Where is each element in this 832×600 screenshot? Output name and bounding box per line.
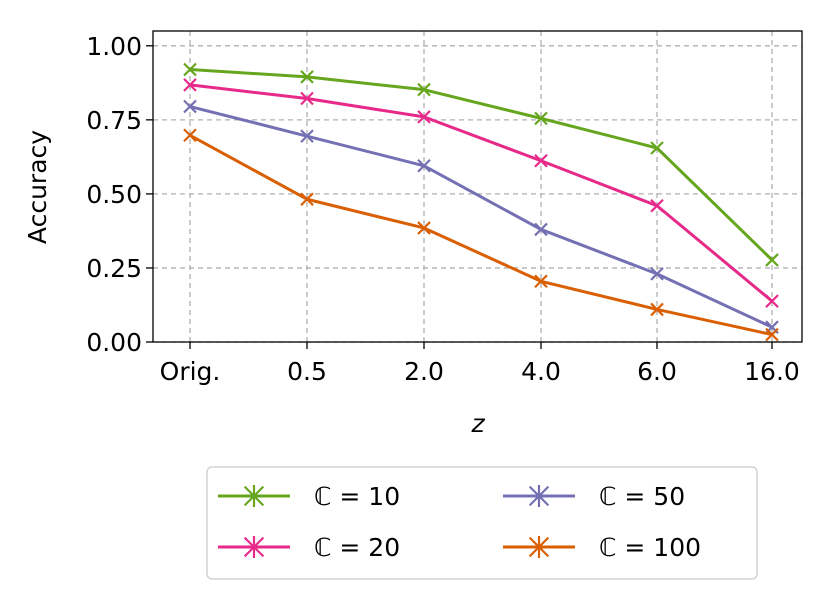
tick-labels: Orig. 0.5 2.0 4.0 6.0 16.0 0.00 0.25 0.50 0.75 1.0… <box>86 32 800 386</box>
series-1 <box>183 62 779 267</box>
x-axis-label: z <box>470 409 485 438</box>
y-axis-label: Accuracy <box>23 130 52 244</box>
legend-item: ℂ = 20 <box>218 533 400 562</box>
legend-marker <box>528 536 550 558</box>
series-2 <box>183 78 779 308</box>
legend-item: ℂ = 10 <box>218 482 400 511</box>
x-tick-label: 16.0 <box>744 357 800 386</box>
data-point <box>183 78 197 92</box>
data-point <box>417 158 431 173</box>
series-line <box>189 105 773 329</box>
data-point <box>765 253 779 267</box>
data-point <box>417 110 431 124</box>
y-tick-label: 1.00 <box>86 32 142 61</box>
series-lines <box>183 62 779 342</box>
data-point <box>534 111 548 126</box>
legend-label: ℂ = 100 <box>599 533 701 562</box>
y-tick-label: 0.75 <box>86 106 142 135</box>
legend-label: ℂ = 50 <box>599 482 685 511</box>
axes <box>152 30 803 343</box>
legend-frame <box>206 466 758 580</box>
legend: ℂ = 10 ℂ = 20 ℂ = 50 ℂ = 100 <box>206 466 758 580</box>
data-point <box>650 198 664 213</box>
legend-label: ℂ = 20 <box>314 533 400 562</box>
data-point <box>650 302 664 317</box>
y-tick-label: 0.00 <box>86 328 142 357</box>
data-point <box>534 153 548 168</box>
data-point <box>765 327 779 342</box>
x-tick-label: Orig. <box>160 357 221 386</box>
series-4 <box>183 128 779 342</box>
y-tick-label: 0.25 <box>86 254 142 283</box>
legend-item: ℂ = 50 <box>503 482 685 511</box>
data-point <box>183 128 197 143</box>
data-point <box>417 82 431 97</box>
data-point <box>183 99 197 114</box>
data-point <box>534 274 548 289</box>
series-line <box>189 83 773 303</box>
data-point <box>765 294 779 308</box>
legend-label: ℂ = 10 <box>314 482 400 511</box>
legend-marker <box>528 485 550 507</box>
data-point <box>300 129 314 143</box>
plot-frame <box>152 30 803 343</box>
data-point <box>534 222 548 237</box>
data-point <box>300 192 314 207</box>
legend-marker <box>243 536 265 558</box>
data-point <box>650 141 664 155</box>
series-3 <box>183 99 779 334</box>
legend-item: ℂ = 100 <box>503 533 701 562</box>
data-point <box>650 267 664 281</box>
series-line <box>189 133 773 337</box>
data-point <box>300 70 314 84</box>
x-tick-label: 4.0 <box>521 357 561 386</box>
legend-marker <box>243 485 265 507</box>
x-tick-label: 6.0 <box>637 357 677 386</box>
x-tick-label: 0.5 <box>287 357 327 386</box>
data-point <box>417 221 431 235</box>
series-line <box>189 68 774 262</box>
x-tick-label: 2.0 <box>404 357 444 386</box>
data-point <box>300 91 314 106</box>
data-point <box>183 62 197 77</box>
y-tick-label: 0.50 <box>86 180 142 209</box>
